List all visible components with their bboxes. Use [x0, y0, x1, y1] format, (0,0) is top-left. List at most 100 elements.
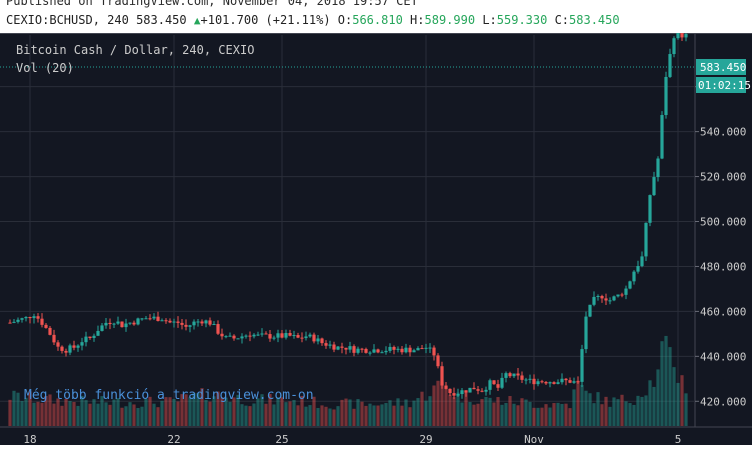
- candle-body: [64, 350, 68, 353]
- volume-bar: [240, 404, 244, 426]
- candle-body: [68, 345, 72, 353]
- candle-body: [524, 379, 528, 381]
- volume-bar: [104, 402, 108, 426]
- volume-bar: [172, 398, 176, 426]
- symbol-label: CEXIO:BCHUSD, 240: [6, 13, 129, 27]
- candle-body: [60, 346, 64, 351]
- volume-bar: [488, 397, 492, 426]
- candle-body: [620, 294, 624, 296]
- volume-bar: [616, 399, 620, 426]
- candle-body: [632, 271, 636, 282]
- candle-body: [264, 333, 268, 335]
- candle-body: [16, 319, 20, 322]
- candle-body: [644, 222, 648, 257]
- candle-body: [452, 393, 456, 396]
- candle-body: [236, 338, 240, 340]
- candle-body: [304, 336, 308, 339]
- tradingview-watermark[interactable]: Még több funkció a tradingview.com-on: [24, 388, 314, 403]
- volume-bar: [320, 405, 324, 426]
- volume-bar: [464, 391, 468, 426]
- legend-title: Bitcoin Cash / Dollar, 240, CEXIO: [16, 43, 254, 57]
- volume-bar: [532, 407, 536, 426]
- candle-body: [416, 348, 420, 351]
- volume-bar: [368, 403, 372, 426]
- candle-body: [480, 390, 484, 392]
- candle-body: [120, 321, 124, 328]
- candle-body: [672, 38, 676, 55]
- volume-bar: [460, 402, 464, 426]
- volume-bar: [356, 399, 360, 426]
- candle-body: [412, 350, 416, 353]
- chart-top-border: [0, 33, 752, 34]
- volume-bar: [644, 395, 648, 426]
- x-tick-label: 25: [275, 433, 288, 445]
- volume-bar: [584, 390, 588, 426]
- volume-bar: [196, 393, 200, 426]
- volume-bar: [592, 403, 596, 426]
- volume-bar: [348, 399, 352, 426]
- ohlc-bar: CEXIO:BCHUSD, 240 583.450 ▲+101.700 (+21…: [6, 13, 620, 27]
- candle-body: [528, 378, 532, 380]
- candle-body: [596, 295, 600, 297]
- candle-body: [328, 344, 332, 346]
- volume-bar: [32, 402, 36, 426]
- volume-bar: [180, 394, 184, 426]
- candle-body: [600, 295, 604, 299]
- candle-body: [392, 346, 396, 350]
- volume-bar: [412, 400, 416, 426]
- candle-body: [428, 347, 432, 349]
- volume-bar: [224, 397, 228, 426]
- volume-bar: [508, 396, 512, 426]
- candle-body: [196, 321, 200, 323]
- candle-body: [276, 333, 280, 338]
- candle-body: [116, 321, 120, 324]
- candle-body: [436, 355, 440, 367]
- price-chart[interactable]: 420.000 440.000 460.000 480.000 500.000 520.0…: [0, 29, 752, 446]
- candle-body: [228, 335, 232, 337]
- candle-body: [160, 320, 164, 322]
- volume-bar: [652, 386, 656, 426]
- y-tick-label: 520.000: [700, 171, 746, 184]
- low-label: L:: [482, 13, 497, 27]
- candle-body: [568, 380, 572, 383]
- candle-body: [488, 380, 492, 390]
- volume-bar: [132, 404, 136, 426]
- candle-body: [288, 333, 292, 336]
- chart-area[interactable]: 420.000 440.000 460.000 480.000 500.000 520.0…: [0, 29, 752, 446]
- last-price-badge-label: 583.450: [700, 61, 746, 74]
- candle-body: [544, 381, 548, 384]
- volume-bar: [660, 341, 664, 426]
- volume-bar: [88, 403, 92, 426]
- candle-body: [284, 333, 288, 338]
- candle-body: [100, 325, 104, 331]
- volume-bar: [536, 407, 540, 426]
- candle-body: [272, 337, 276, 339]
- candle-body: [36, 316, 40, 319]
- volume-bar: [332, 409, 336, 426]
- volume-bar: [64, 398, 68, 426]
- candle-body: [256, 334, 260, 336]
- candle-body: [440, 366, 444, 386]
- candle-body: [340, 346, 344, 348]
- candle-body: [320, 338, 324, 344]
- candle-body: [500, 377, 504, 388]
- candle-body: [252, 334, 256, 337]
- last-price-badge: [696, 59, 746, 75]
- volume-bar: [284, 402, 288, 426]
- countdown-badge-label: 01:02:15: [698, 79, 751, 92]
- candle-body: [84, 336, 88, 343]
- volume-bar: [624, 401, 628, 426]
- volume-bar: [208, 401, 212, 426]
- volume-bar: [252, 403, 256, 426]
- volume-bar: [216, 391, 220, 426]
- y-tick-label: 540.000: [700, 126, 746, 139]
- candle-body: [572, 381, 576, 383]
- volume-bar: [56, 398, 60, 426]
- candle-body: [408, 347, 412, 353]
- volume-bar: [504, 402, 508, 426]
- candle-body: [192, 321, 196, 326]
- volume-bar: [468, 402, 472, 426]
- volume-bar: [388, 400, 392, 426]
- chart-background: [0, 33, 752, 445]
- close-label: C:: [554, 13, 570, 27]
